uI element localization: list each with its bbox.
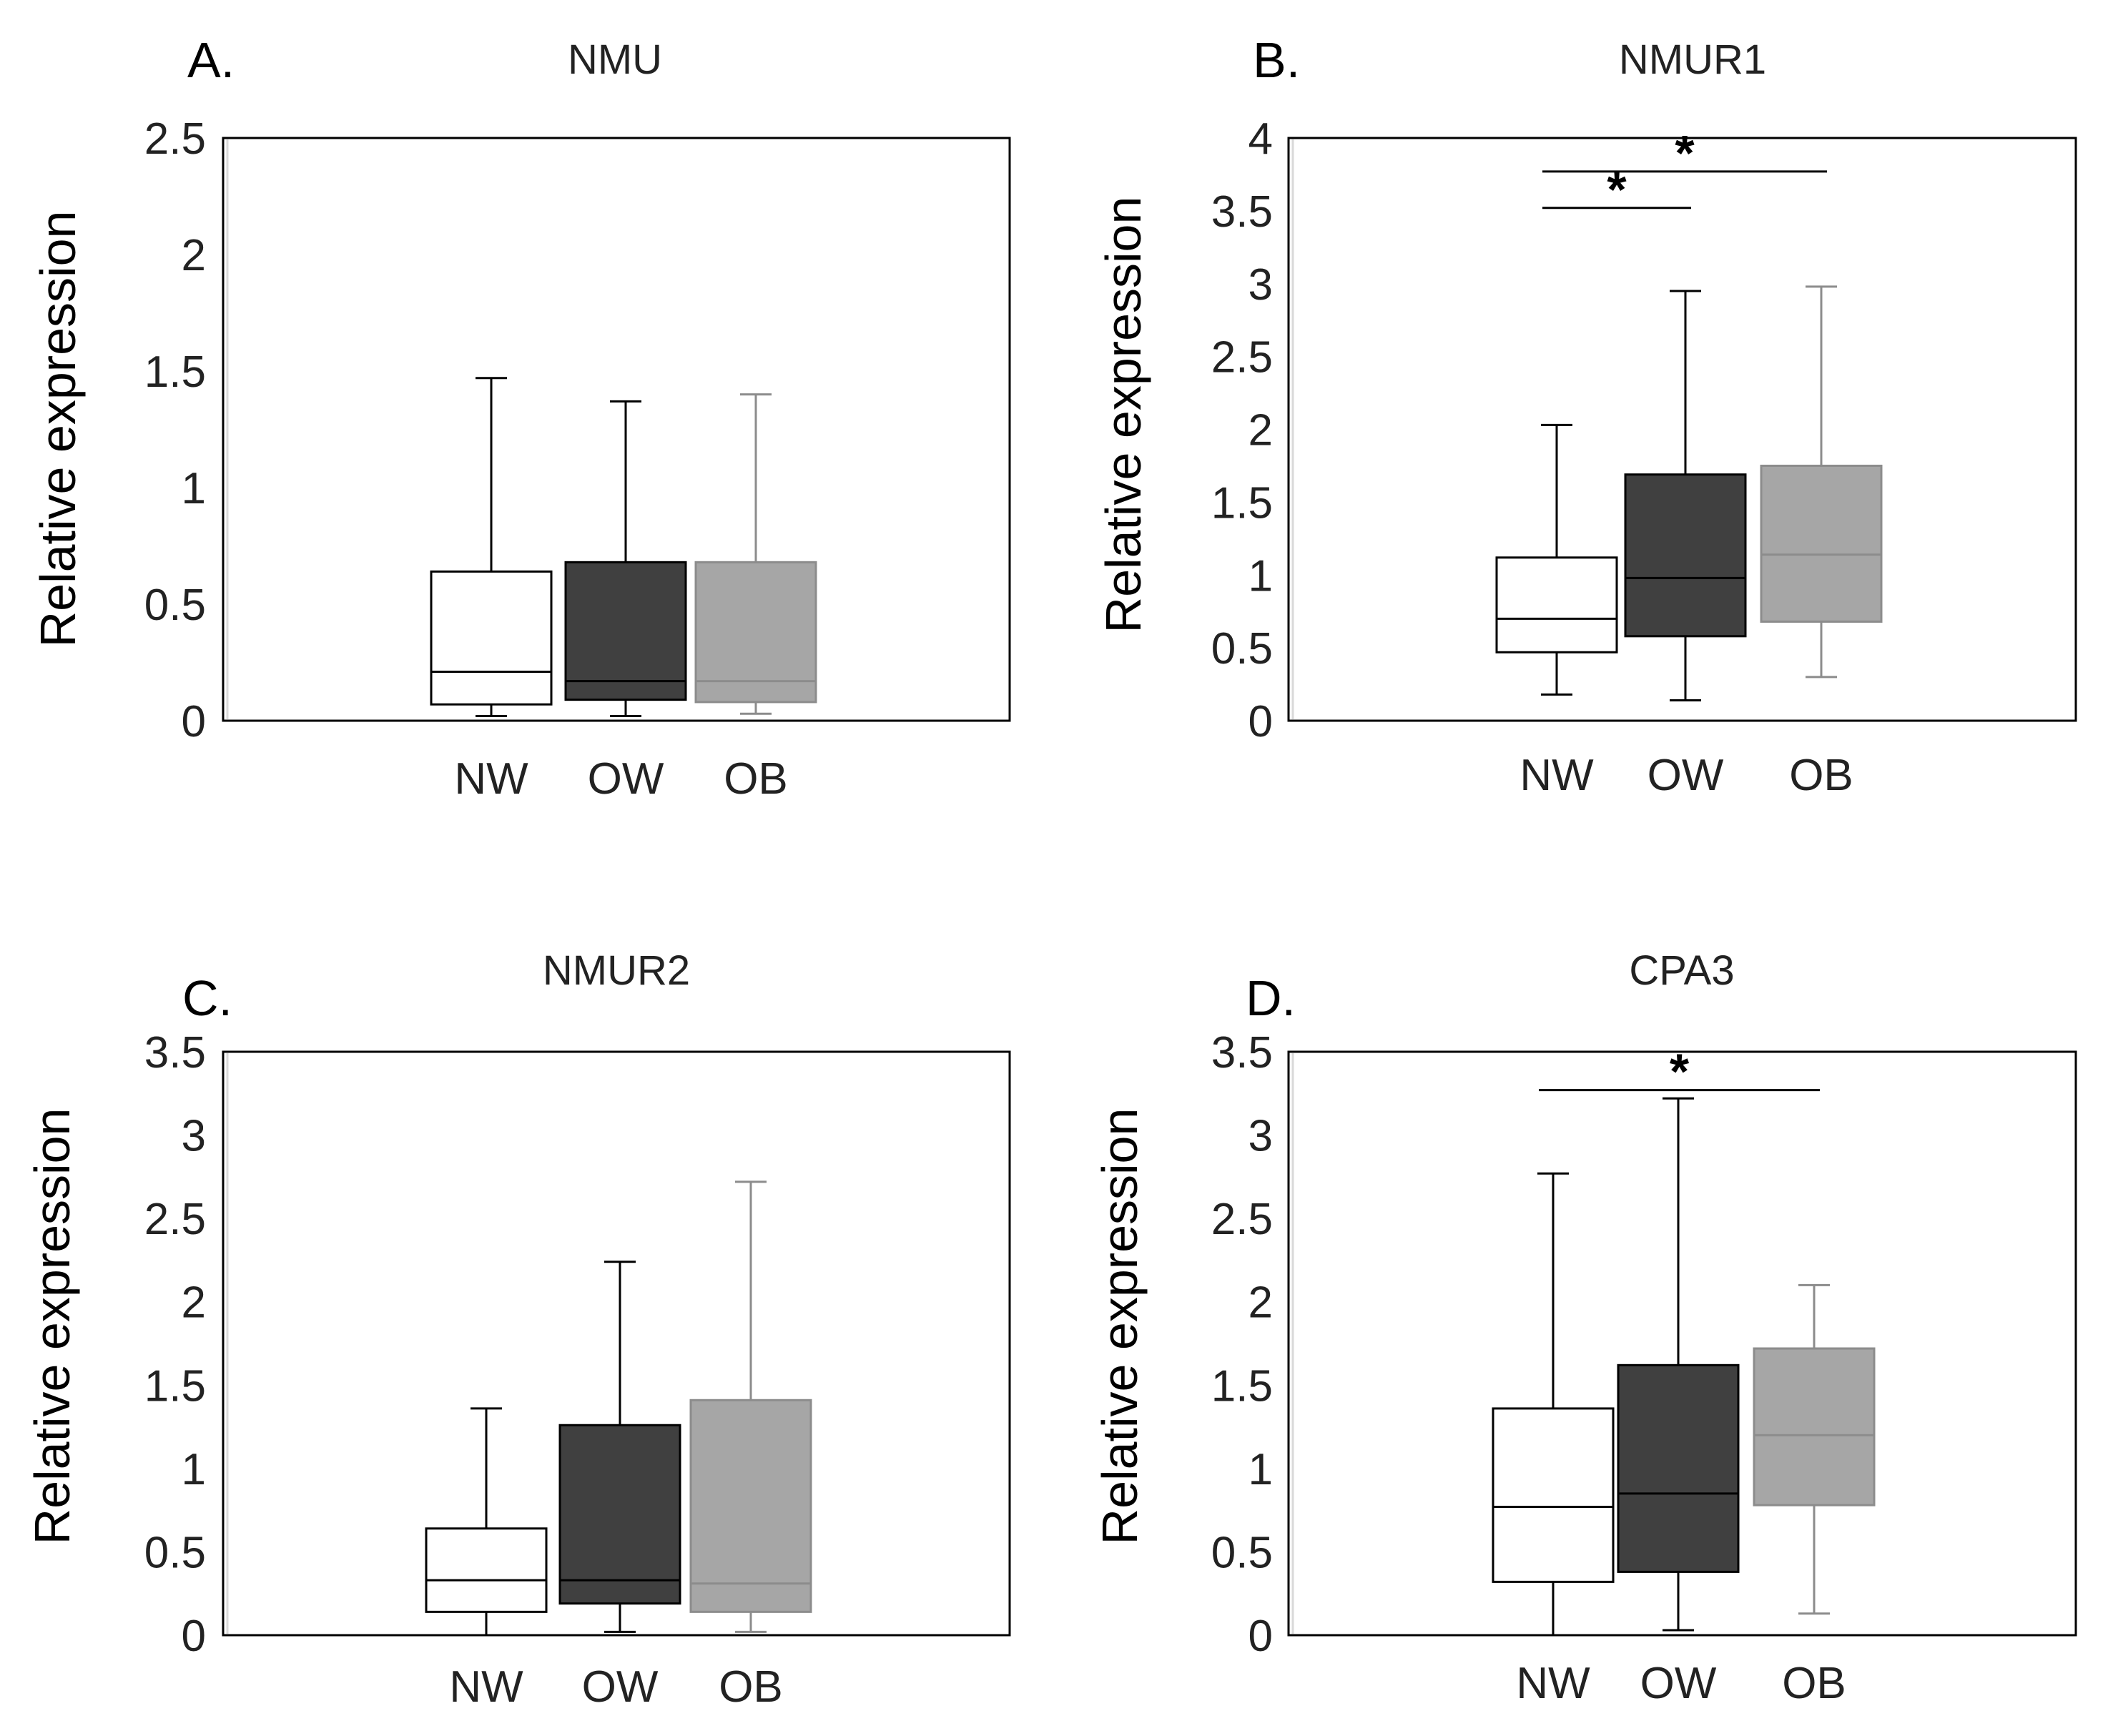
box-ow (564, 400, 687, 717)
box-iqr (1760, 464, 1883, 623)
y-tick-label: 2 (182, 1278, 206, 1328)
box-iqr (425, 1527, 548, 1613)
significance-label: * (1607, 162, 1627, 217)
y-tick-label: 1.5 (1211, 478, 1273, 528)
x-category-label: NW (1520, 751, 1594, 800)
y-tick-label: 0 (1248, 697, 1273, 746)
box-ob (1760, 285, 1883, 679)
box-nw (425, 1407, 548, 1637)
box-iqr (694, 561, 817, 704)
plot-frame (1287, 137, 2077, 722)
x-category-label: OW (1648, 751, 1724, 800)
y-axis-label: Relative expression (1095, 197, 1151, 633)
chart-title: NMUR2 (543, 947, 690, 994)
y-tick-label: 2.5 (144, 114, 206, 164)
box-iqr (1624, 473, 1747, 638)
chart-panel-b: B. NMUR1 Relative expression 0 0.5 1 1.5 2 2.5 3 3… (1095, 32, 2077, 800)
box-iqr (558, 1424, 681, 1605)
box-iqr (1617, 1363, 1740, 1573)
x-category-label: OW (582, 1662, 659, 1712)
y-tick-label: 3.5 (1211, 187, 1273, 237)
y-tick-label: 2 (1248, 1278, 1273, 1328)
panel-label: D. (1246, 970, 1296, 1026)
x-category-label: OB (1782, 1659, 1846, 1708)
panel-label: B. (1253, 32, 1300, 88)
chart-title: NMUR1 (1619, 36, 1766, 83)
box-iqr (564, 561, 687, 701)
box-ob (689, 1180, 812, 1633)
y-tick-label: 1.5 (144, 347, 206, 397)
plot-frame (222, 1050, 1011, 1637)
y-tick-label: 3.5 (1211, 1028, 1273, 1077)
chart-panel-d: D. CPA3 Relative expression 0 0.5 1 1.5 2 2.5 3 3.… (1092, 947, 2077, 1708)
x-category-label: NW (449, 1662, 523, 1712)
panel-label: A. (187, 32, 235, 88)
significance-label: * (1670, 1044, 1690, 1100)
plot-frame (222, 137, 1011, 722)
y-tick-label: 0.5 (144, 581, 206, 630)
y-tick-label: 0.5 (144, 1528, 206, 1577)
box-iqr (430, 570, 553, 706)
x-category-label: OB (719, 1662, 783, 1712)
y-axis-label: Relative expression (24, 1108, 80, 1545)
y-tick-label: 1 (1248, 551, 1273, 601)
box-iqr (689, 1399, 812, 1613)
chart-panel-c: C. NMUR2 Relative expression 0 0.5 1 1.5 2 2.5 3 3… (24, 947, 1011, 1712)
x-category-label: OW (588, 754, 664, 804)
y-tick-label: 3 (1248, 260, 1273, 310)
y-tick-label: 0.5 (1211, 1528, 1273, 1577)
y-axis-label: Relative expression (1092, 1108, 1148, 1545)
box-nw (1495, 423, 1618, 696)
y-tick-label: 3.5 (144, 1028, 206, 1077)
box-ob (694, 393, 817, 715)
significance-label: * (1675, 125, 1695, 181)
plot-frame (1287, 1050, 2077, 1637)
y-tick-label: 0 (1248, 1612, 1273, 1661)
x-category-label: OB (1789, 751, 1853, 800)
y-tick-label: 0 (182, 697, 206, 746)
box-nw (430, 377, 553, 717)
chart-title: NMU (568, 36, 662, 83)
y-axis-label: Relative expression (30, 211, 86, 648)
x-category-label: OW (1640, 1659, 1717, 1708)
y-tick-label: 2 (182, 231, 206, 280)
y-tick-label: 1 (182, 464, 206, 513)
box-ow (1624, 290, 1747, 701)
chart-panel-a: A. NMU Relative expression 0 0.5 1 1.5 2 2.5 NW OW… (30, 32, 1011, 804)
x-category-label: OB (724, 754, 788, 804)
panel-label: C. (182, 970, 232, 1026)
y-tick-label: 0 (182, 1612, 206, 1661)
box-ow (1617, 1097, 1740, 1632)
x-category-label: NW (454, 754, 528, 804)
chart-title: CPA3 (1629, 947, 1734, 994)
y-tick-label: 2.5 (1211, 1195, 1273, 1244)
box-ob (1753, 1283, 1876, 1615)
x-category-label: NW (1516, 1659, 1590, 1708)
y-tick-label: 3 (1248, 1112, 1273, 1161)
y-tick-label: 1 (1248, 1445, 1273, 1494)
y-tick-label: 2 (1248, 406, 1273, 455)
box-nw (1492, 1172, 1615, 1637)
y-tick-label: 4 (1248, 114, 1273, 164)
y-tick-label: 2.5 (144, 1195, 206, 1244)
y-tick-label: 3 (182, 1112, 206, 1161)
y-tick-label: 1.5 (144, 1361, 206, 1411)
box-iqr (1753, 1347, 1876, 1506)
box-iqr (1495, 556, 1618, 654)
box-ow (558, 1261, 681, 1633)
y-tick-label: 2.5 (1211, 333, 1273, 383)
y-tick-label: 1 (182, 1445, 206, 1494)
box-iqr (1492, 1407, 1615, 1583)
y-tick-label: 0.5 (1211, 624, 1273, 674)
y-tick-label: 1.5 (1211, 1361, 1273, 1411)
